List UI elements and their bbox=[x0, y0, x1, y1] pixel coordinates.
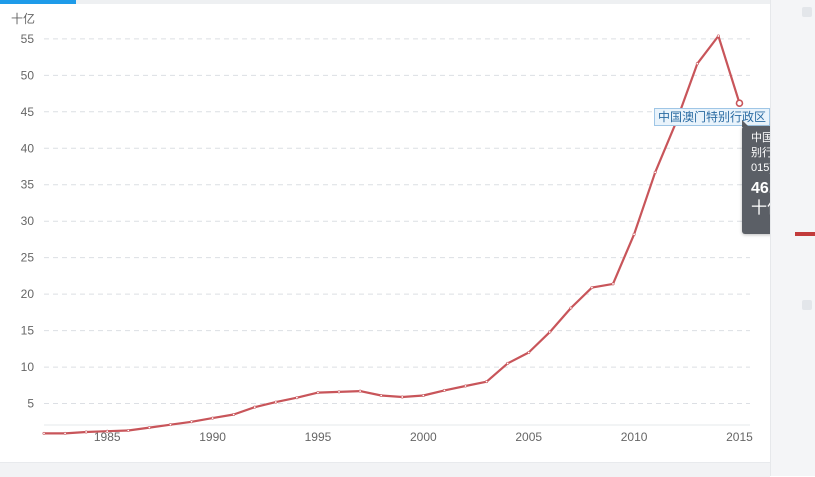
data-point[interactable] bbox=[485, 380, 489, 384]
y-tick-label: 30 bbox=[21, 214, 35, 228]
side-panel-handle[interactable] bbox=[802, 7, 812, 17]
data-point[interactable] bbox=[421, 394, 425, 398]
y-tick-label: 55 bbox=[21, 32, 35, 46]
data-point[interactable] bbox=[695, 62, 699, 66]
data-point[interactable] bbox=[253, 405, 257, 409]
y-axis-unit: 十亿 bbox=[11, 12, 36, 26]
side-panel bbox=[770, 0, 815, 476]
data-point[interactable] bbox=[274, 400, 278, 404]
data-point[interactable] bbox=[379, 394, 383, 398]
data-point[interactable] bbox=[190, 420, 194, 424]
x-axis-ticks: 1985 1990 1995 2000 2005 2010 2015 bbox=[94, 430, 753, 444]
y-tick-label: 40 bbox=[21, 141, 35, 155]
data-point[interactable] bbox=[400, 395, 404, 399]
tooltip-arrow bbox=[742, 120, 749, 127]
x-tick-label: 1985 bbox=[94, 430, 121, 444]
series-line bbox=[44, 34, 741, 435]
y-tick-label: 20 bbox=[21, 287, 35, 301]
data-point[interactable] bbox=[611, 282, 615, 286]
x-tick-label: 1990 bbox=[199, 430, 226, 444]
data-point[interactable] bbox=[337, 390, 341, 394]
horizontal-scrollbar[interactable] bbox=[0, 462, 770, 477]
data-point[interactable] bbox=[147, 426, 151, 430]
data-point[interactable] bbox=[358, 389, 362, 393]
x-tick-label: 2015 bbox=[726, 430, 753, 444]
y-tick-label: 15 bbox=[21, 324, 35, 338]
data-point[interactable] bbox=[590, 286, 594, 290]
side-panel-handle-2[interactable] bbox=[802, 300, 812, 310]
offscreen-line-fragment bbox=[795, 232, 815, 236]
data-point[interactable] bbox=[295, 396, 299, 400]
x-tick-label: 2000 bbox=[410, 430, 437, 444]
line-chart: 5 10 15 20 25 30 35 40 45 50 55 1985 1990 1995 2000 20… bbox=[21, 32, 753, 444]
highlighted-data-point[interactable] bbox=[735, 99, 744, 108]
data-point[interactable] bbox=[316, 391, 320, 395]
data-point[interactable] bbox=[232, 412, 236, 416]
data-point[interactable] bbox=[569, 306, 573, 310]
data-point[interactable] bbox=[506, 361, 510, 365]
data-point[interactable] bbox=[653, 170, 657, 174]
x-tick-label: 2005 bbox=[515, 430, 542, 444]
y-tick-label: 25 bbox=[21, 251, 35, 265]
data-point[interactable] bbox=[84, 430, 88, 434]
data-point[interactable] bbox=[126, 429, 130, 433]
data-point[interactable] bbox=[42, 431, 46, 435]
data-point[interactable] bbox=[716, 34, 720, 38]
data-point[interactable] bbox=[527, 350, 531, 354]
x-tick-label: 2010 bbox=[621, 430, 648, 444]
data-point[interactable] bbox=[105, 429, 109, 433]
series-name-label: 中国澳门特别行政区 bbox=[654, 108, 771, 126]
data-point[interactable] bbox=[63, 431, 67, 435]
y-tick-label: 45 bbox=[21, 105, 35, 119]
y-tick-label: 5 bbox=[27, 397, 34, 411]
data-point[interactable] bbox=[211, 416, 215, 420]
data-point[interactable] bbox=[548, 330, 552, 334]
x-tick-label: 1995 bbox=[305, 430, 332, 444]
data-point[interactable] bbox=[442, 388, 446, 392]
grid-lines bbox=[44, 38, 750, 426]
data-point[interactable] bbox=[168, 423, 172, 427]
y-tick-label: 10 bbox=[21, 360, 35, 374]
top-divider bbox=[0, 0, 815, 4]
y-tick-label: 50 bbox=[21, 68, 35, 82]
y-axis-ticks: 5 10 15 20 25 30 35 40 45 50 55 bbox=[21, 32, 35, 411]
y-tick-label: 35 bbox=[21, 178, 35, 192]
series-points bbox=[42, 34, 744, 435]
data-point[interactable] bbox=[463, 384, 467, 388]
active-tab-indicator[interactable] bbox=[0, 0, 76, 4]
data-point[interactable] bbox=[632, 232, 636, 236]
